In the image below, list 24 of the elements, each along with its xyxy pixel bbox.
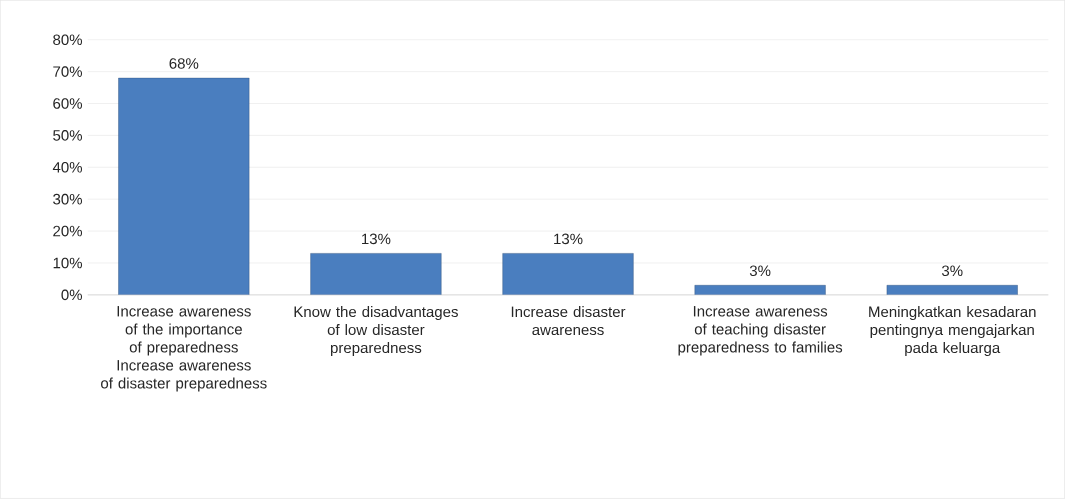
data-label: 68%	[169, 58, 199, 69]
x-tick-label: Know the disadvantages of low disaster preparedness	[294, 306, 458, 357]
bar	[694, 285, 826, 296]
y-tick-label: 10%	[53, 257, 83, 269]
y-tick-label: 20%	[53, 225, 83, 237]
bar	[886, 285, 1018, 296]
y-tick-label: 80%	[53, 34, 83, 46]
y-tick-label: 0%	[61, 289, 83, 301]
y-tick-label: 40%	[52, 162, 83, 173]
y-tick-label: 30%	[53, 194, 83, 205]
data-label: 13%	[554, 233, 583, 245]
y-tick-label: 70%	[53, 66, 83, 78]
bar	[310, 253, 442, 296]
x-tick-label: Increase awareness of teaching disaster preparedness to families	[678, 306, 843, 356]
y-tick-label: 50%	[53, 130, 83, 141]
data-label: 3%	[941, 265, 963, 277]
x-tick-label: Meningkatkan kesadaran pentingnya mengajarkan pada keluarga	[869, 306, 1036, 357]
data-label: 13%	[362, 233, 391, 245]
y-tick-label: 60%	[53, 98, 83, 109]
x-tick-label: Increase awareness of the importance of preparedness Increase awareness of disaster preparedness	[101, 306, 267, 392]
bar	[118, 77, 250, 296]
bar	[502, 253, 634, 296]
x-tick-label: Increase disaster awareness	[511, 306, 626, 336]
data-label: 3%	[749, 265, 771, 277]
